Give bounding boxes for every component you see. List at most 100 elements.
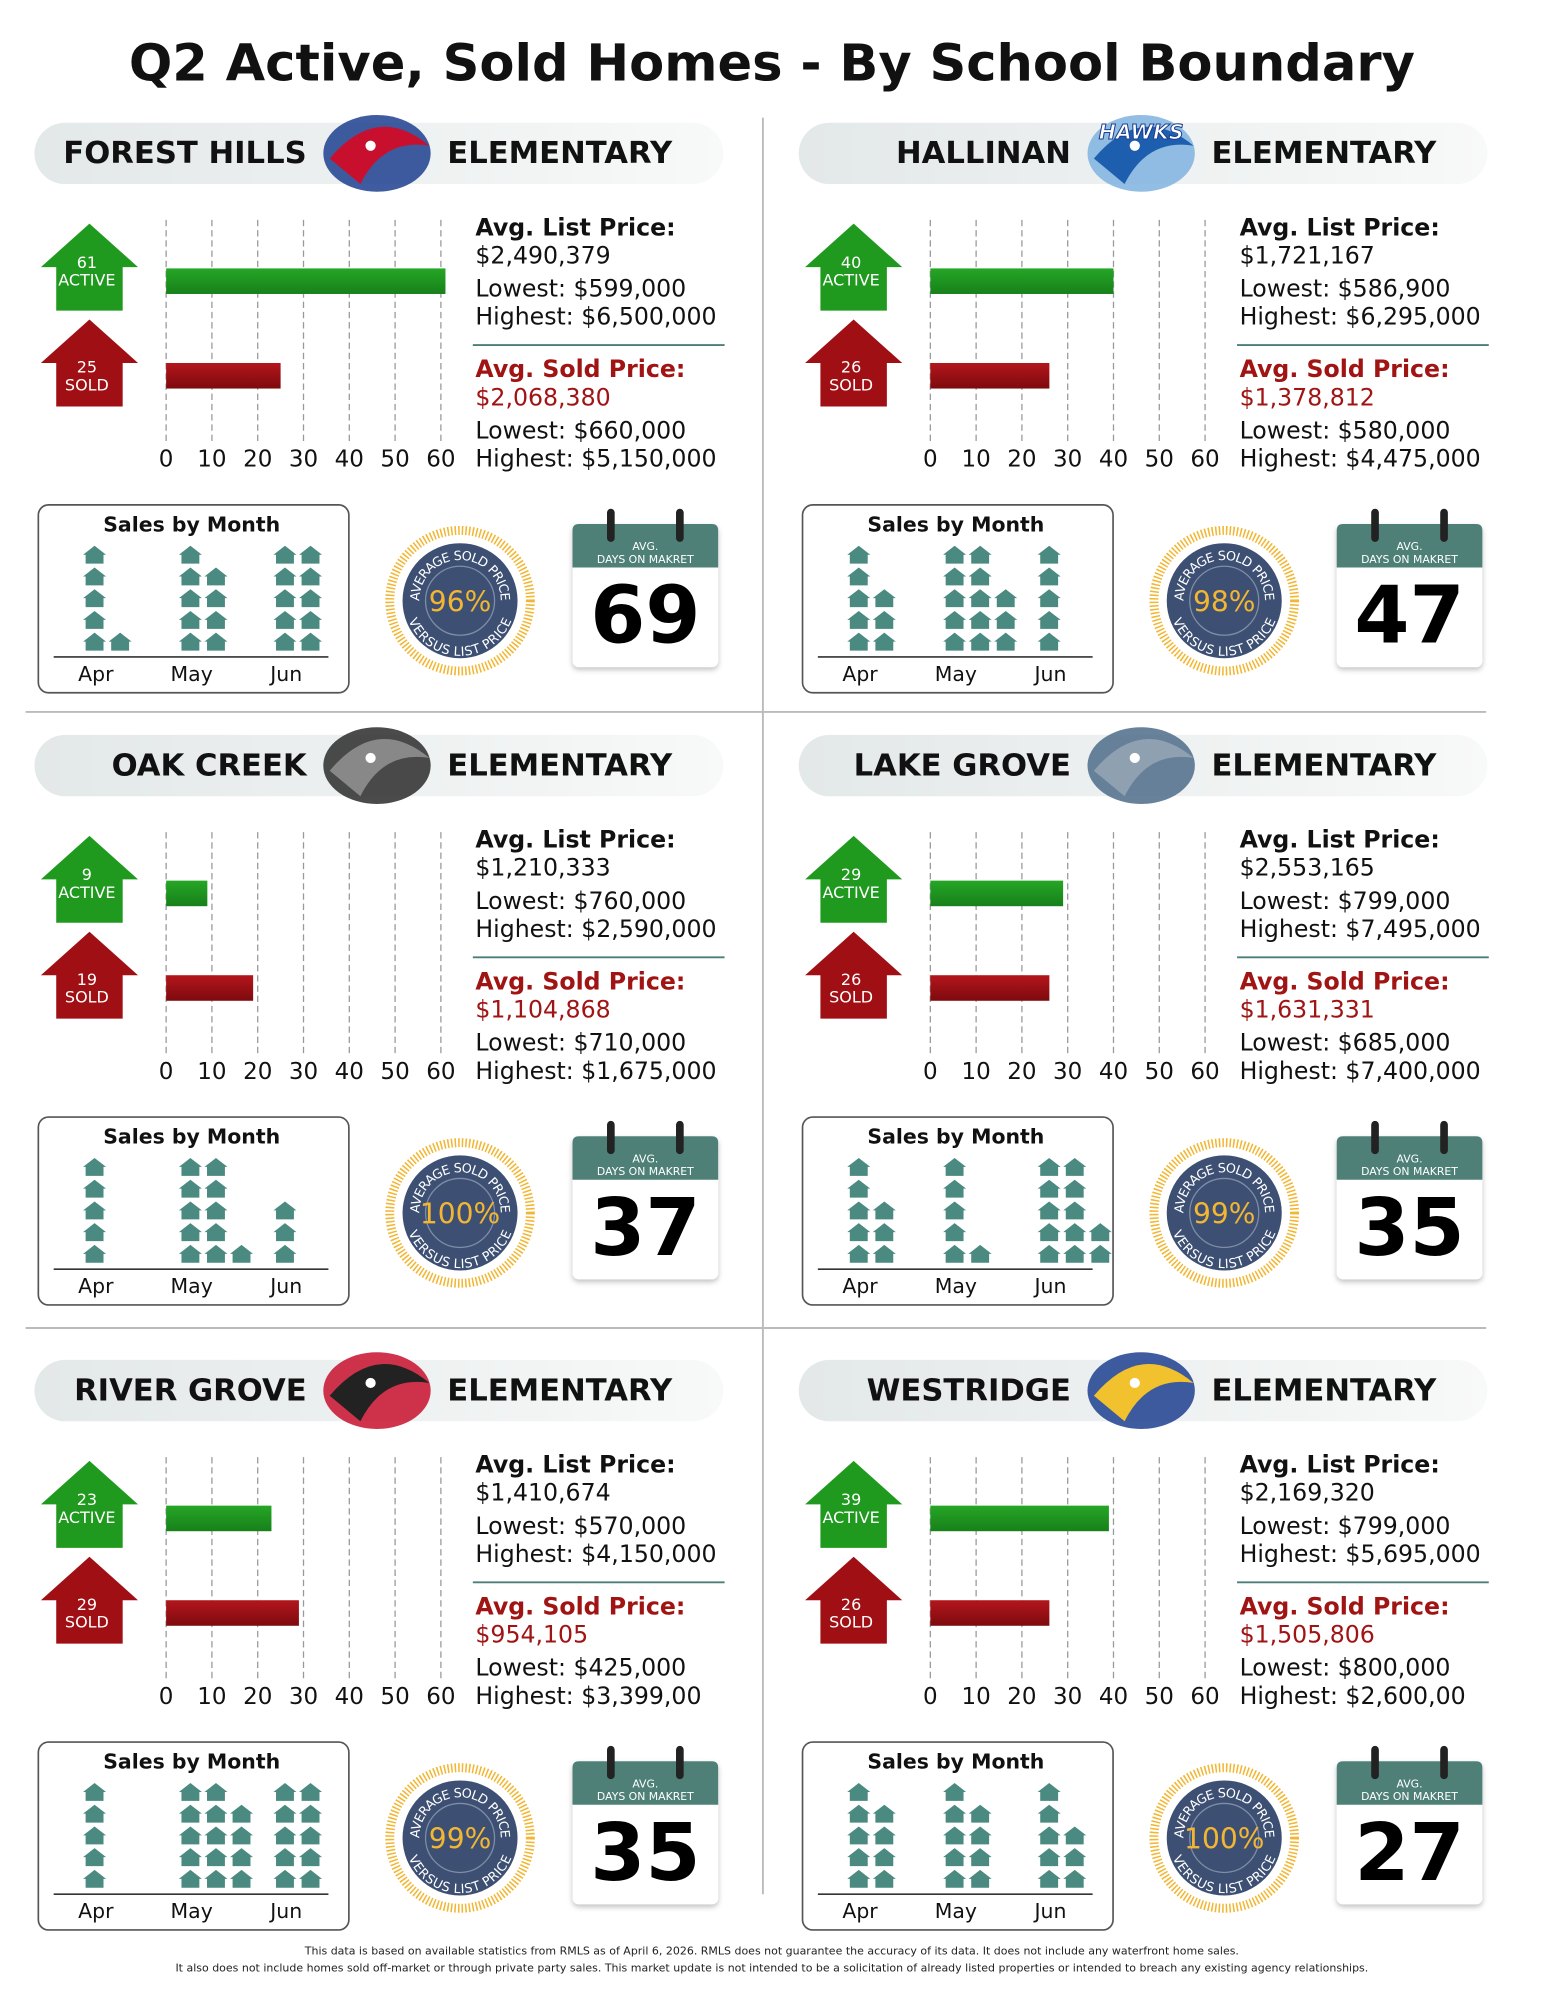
sales-title: Sales by Month — [867, 1125, 1044, 1149]
month-label: Apr — [78, 1274, 114, 1298]
calendar-ring — [607, 1745, 615, 1780]
page-title: Q2 Active, Sold Homes - By School Bounda… — [129, 34, 1415, 93]
house-mini — [872, 1848, 896, 1867]
house-mini — [204, 1804, 228, 1823]
days-on-market: 27 — [1354, 1806, 1464, 1899]
house-mini — [178, 632, 202, 651]
calendar-avg: AVG. — [632, 1152, 658, 1165]
house-mini — [1063, 1179, 1087, 1198]
sold-count: 29 — [77, 1595, 97, 1614]
house-mini — [204, 567, 228, 586]
active-label: ACTIVE — [822, 883, 879, 902]
calendar-ring — [1440, 1745, 1448, 1780]
x-tick-label: 50 — [1145, 1684, 1174, 1710]
list-avg: $1,410,674 — [475, 1479, 610, 1507]
sold-heading: Avg. Sold Price: — [1240, 355, 1450, 383]
house-mini — [1037, 1782, 1061, 1801]
bar — [930, 975, 1050, 1001]
x-tick-label: 30 — [289, 1684, 318, 1710]
list-lowest: Lowest: $570,000 — [475, 1512, 686, 1540]
x-tick-label: 40 — [335, 1059, 364, 1085]
house-mini — [1063, 1869, 1087, 1888]
house-mini — [204, 1223, 228, 1242]
sold-highest: Highest: $7,400,000 — [1240, 1057, 1481, 1085]
house-mini — [968, 1869, 992, 1888]
house-mini — [847, 1869, 871, 1888]
badge-core — [402, 1780, 518, 1896]
bar — [166, 1600, 299, 1626]
house-mini — [204, 1848, 228, 1867]
footer-note: This data is based on available statisti… — [304, 1945, 1239, 1958]
house-icon — [40, 1556, 139, 1644]
month-sales — [1037, 545, 1061, 651]
sold-lowest: Lowest: $580,000 — [1240, 417, 1451, 445]
school-name: RIVER GROVE — [74, 1373, 307, 1408]
house-mini — [230, 1244, 254, 1263]
month-label: May — [935, 1274, 977, 1298]
house-icon — [40, 319, 139, 407]
month-label: May — [171, 1899, 213, 1923]
sold-lowest: Lowest: $710,000 — [475, 1029, 686, 1057]
sold-lowest: Lowest: $425,000 — [475, 1654, 686, 1682]
x-tick-label: 40 — [335, 447, 364, 473]
house-mini — [178, 1201, 202, 1220]
calendar-avg: AVG. — [632, 540, 658, 553]
x-tick-label: 10 — [197, 1684, 226, 1710]
house-mini — [204, 1869, 228, 1888]
house-mini — [178, 1179, 202, 1198]
house-mini — [847, 1848, 871, 1867]
house-mini — [968, 1244, 992, 1263]
house-mini — [872, 632, 896, 651]
badge-pct: 98% — [1193, 585, 1255, 618]
bar — [166, 1505, 272, 1532]
badge-inner — [1189, 565, 1260, 636]
house-icon — [805, 319, 903, 407]
month-label: May — [171, 662, 213, 686]
sold-label: SOLD — [65, 1613, 109, 1632]
list-heading: Avg. List Price: — [1240, 213, 1440, 241]
x-tick-label: 10 — [961, 447, 990, 473]
house-icon — [805, 1556, 903, 1644]
x-tick-label: 50 — [1145, 447, 1174, 473]
days-on-market: 35 — [1354, 1181, 1464, 1274]
sold-avg: $954,105 — [475, 1621, 588, 1649]
footer-note: It also does not include homes sold off-… — [175, 1961, 1368, 1974]
house-mini — [83, 567, 107, 586]
badge-inner — [424, 565, 496, 636]
bar — [930, 1505, 1109, 1532]
badge-pct: 99% — [1193, 1198, 1255, 1231]
sold-heading: Avg. Sold Price: — [475, 1592, 685, 1620]
sold-heading: Avg. Sold Price: — [1240, 1592, 1450, 1620]
month-label: Jun — [1032, 1274, 1066, 1298]
badge-core — [1166, 1780, 1282, 1896]
sold-avg: $1,631,331 — [1240, 996, 1375, 1024]
house-mini — [178, 1244, 202, 1263]
house-mini — [1037, 1869, 1061, 1888]
house-mini — [847, 1223, 871, 1242]
badge-core — [1166, 1155, 1282, 1271]
calendar-caption: DAYS ON MAKRET — [597, 1790, 694, 1803]
calendar-ring — [607, 1120, 615, 1155]
list-lowest: Lowest: $799,000 — [1240, 1512, 1451, 1540]
house-mini — [83, 1223, 107, 1242]
bar — [930, 880, 1064, 907]
x-tick-label: 30 — [289, 447, 318, 473]
x-tick-label: 0 — [159, 447, 174, 473]
sold-count: 19 — [77, 970, 97, 989]
house-mini — [968, 610, 992, 629]
house-mini — [872, 1244, 896, 1263]
sold-count: 25 — [77, 358, 97, 377]
active-count: 9 — [82, 865, 92, 884]
sold-avg: $1,104,868 — [475, 996, 610, 1024]
bar — [166, 362, 281, 389]
house-mini — [1037, 545, 1061, 564]
house-mini — [872, 1869, 896, 1888]
calendar-caption: DAYS ON MAKRET — [597, 553, 694, 566]
house-mini — [178, 545, 202, 564]
house-mini — [847, 1782, 871, 1801]
house-mini — [299, 567, 323, 586]
sold-count: 26 — [841, 1595, 861, 1614]
